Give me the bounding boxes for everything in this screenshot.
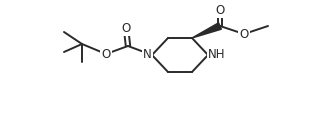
- Text: NH: NH: [208, 49, 226, 62]
- Text: O: O: [121, 21, 131, 34]
- Text: O: O: [239, 27, 249, 40]
- Text: O: O: [101, 47, 111, 60]
- Text: N: N: [143, 49, 152, 62]
- Polygon shape: [192, 23, 221, 38]
- Text: O: O: [215, 3, 225, 16]
